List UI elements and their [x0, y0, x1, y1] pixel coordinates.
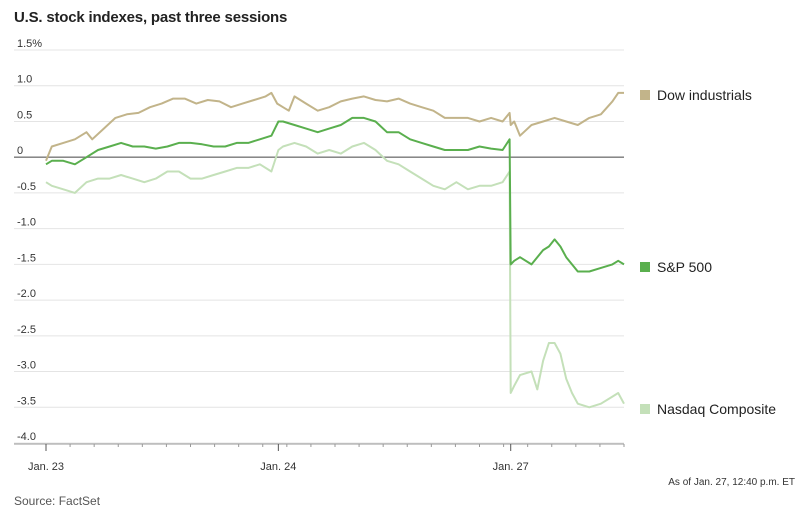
legend-item-sp500: S&P 500 [640, 259, 712, 275]
y-tick-label: -3.5 [17, 395, 36, 407]
legend-swatch-sp500 [640, 262, 650, 272]
line-sp500 [45, 116, 625, 273]
chart-title: U.S. stock indexes, past three sessions [14, 9, 288, 26]
legend-label-dow: Dow industrials [657, 87, 752, 103]
y-tick-label: 1.0 [17, 74, 32, 86]
legend-swatch-nasdaq [640, 404, 650, 414]
y-tick-label: 0.5 [17, 109, 32, 121]
y-tick-label: -4.0 [17, 431, 36, 443]
legend-item-nasdaq: Nasdaq Composite [640, 401, 776, 417]
line-nasdaq [45, 141, 625, 409]
y-tick-label: -1.0 [17, 217, 36, 229]
timestamp-note: As of Jan. 27, 12:40 p.m. ET [668, 477, 795, 488]
legend-label-sp500: S&P 500 [657, 259, 713, 275]
x-tick-label: Jan. 27 [493, 461, 529, 473]
y-tick-label: -3.0 [17, 360, 36, 372]
legend-item-dow: Dow industrials [640, 87, 752, 103]
x-tick-label: Jan. 24 [260, 461, 296, 473]
y-tick-label: -2.0 [17, 288, 36, 300]
y-tick-label: 0 [17, 145, 23, 157]
y-tick-label: -2.5 [17, 324, 36, 336]
legend-swatch-dow [640, 90, 650, 100]
x-tick-label: Jan. 23 [28, 461, 64, 473]
y-tick-label: -1.5 [17, 252, 36, 264]
y-tick-label: -0.5 [17, 181, 36, 193]
y-tick-label: 1.5% [17, 38, 42, 50]
line-dow [45, 91, 624, 162]
source-note: Source: FactSet [14, 494, 101, 508]
legend-label-nasdaq: Nasdaq Composite [657, 401, 777, 417]
